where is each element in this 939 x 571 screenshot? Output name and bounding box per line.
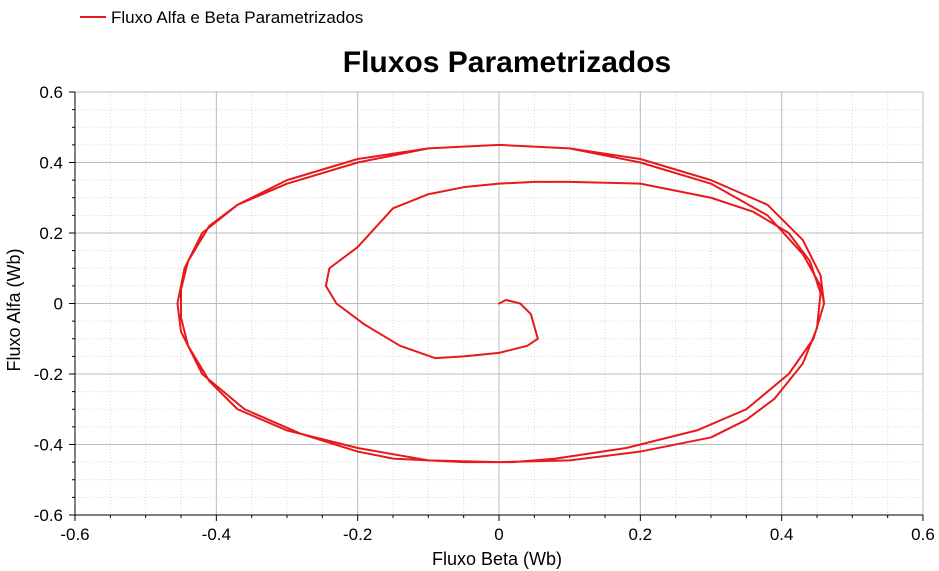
x-tick-label: 0.4 (770, 525, 794, 544)
x-axis-label: Fluxo Beta (Wb) (432, 549, 562, 569)
x-tick-label: -0.4 (202, 525, 231, 544)
legend-entry-label: Fluxo Alfa e Beta Parametrizados (111, 8, 363, 27)
y-tick-label: -0.2 (34, 365, 63, 384)
y-axis-label: Fluxo Alfa (Wb) (4, 248, 24, 371)
x-tick-label: -0.2 (343, 525, 372, 544)
y-tick-label: 0.2 (39, 224, 63, 243)
x-tick-label: -0.6 (60, 525, 89, 544)
chart-title: Fluxos Parametrizados (343, 46, 671, 79)
legend: Fluxo Alfa e Beta Parametrizados (80, 8, 363, 27)
y-tick-label: 0 (54, 295, 63, 314)
x-tick-label: 0.2 (629, 525, 653, 544)
y-tick-label: 0.4 (39, 154, 63, 173)
plot-area: -0.6 -0.4 -0.2 0 0.2 0.4 0.6 -0.6 -0.4 -0.2 0 0.2 0.… (34, 83, 935, 544)
y-tick-label: -0.6 (34, 506, 63, 525)
y-tick-label: 0.6 (39, 83, 63, 102)
series-line (176, 143, 826, 464)
x-tick-label: 0.6 (911, 525, 935, 544)
y-tick-label: -0.4 (34, 436, 63, 455)
x-tick-label: 0 (494, 525, 503, 544)
